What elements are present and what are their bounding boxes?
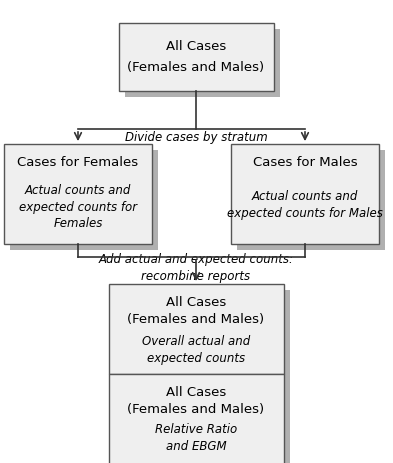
Bar — [108, 374, 283, 463]
Text: Relative Ratio
and EBGM: Relative Ratio and EBGM — [155, 422, 237, 452]
Text: (Females and Males): (Females and Males) — [127, 403, 264, 416]
Text: Overall actual and
expected counts: Overall actual and expected counts — [142, 335, 250, 364]
Bar — [4, 144, 152, 244]
Bar — [231, 144, 379, 244]
Bar — [114, 380, 290, 463]
Text: Cases for Males: Cases for Males — [253, 155, 357, 168]
Text: (Females and Males): (Females and Males) — [127, 62, 264, 75]
Bar — [119, 24, 274, 92]
Text: All Cases: All Cases — [166, 39, 226, 52]
Text: Actual counts and
expected counts for
Females: Actual counts and expected counts for Fe… — [19, 184, 137, 230]
Text: All Cases: All Cases — [166, 385, 226, 398]
Bar — [125, 30, 279, 98]
Text: Actual counts and
expected counts for Males: Actual counts and expected counts for Ma… — [227, 190, 383, 219]
Text: Cases for Females: Cases for Females — [17, 155, 139, 168]
Text: Divide cases by stratum: Divide cases by stratum — [125, 131, 267, 144]
Bar — [108, 284, 283, 374]
Bar — [10, 150, 158, 250]
Bar — [237, 150, 385, 250]
Bar — [114, 290, 290, 380]
Text: (Females and Males): (Females and Males) — [127, 313, 264, 326]
Text: All Cases: All Cases — [166, 295, 226, 308]
Text: Add actual and expected counts:
recombine reports: Add actual and expected counts: recombin… — [99, 253, 294, 282]
